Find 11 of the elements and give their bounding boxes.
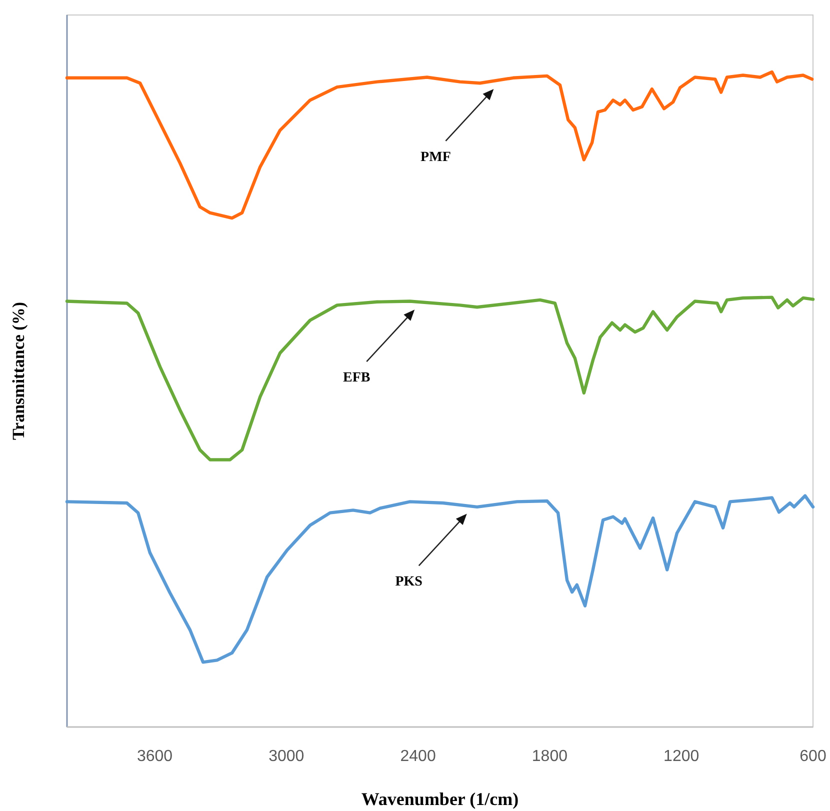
x-tick-label: 600 [800, 748, 826, 765]
x-tick-label: 1200 [664, 748, 700, 765]
x-tick-label: 3600 [136, 748, 173, 765]
x-tick-label: 1800 [532, 748, 568, 765]
x-tick-label: 3000 [268, 748, 304, 765]
y-axis-title: Transmittance (%) [9, 302, 28, 440]
annotation: PKS [395, 574, 423, 590]
annotation: PMF [420, 150, 451, 165]
x-tick-label: 2400 [400, 748, 436, 765]
annotation: EFB [343, 370, 370, 386]
x-axis-title: Wavenumber (1/cm) [361, 789, 519, 809]
